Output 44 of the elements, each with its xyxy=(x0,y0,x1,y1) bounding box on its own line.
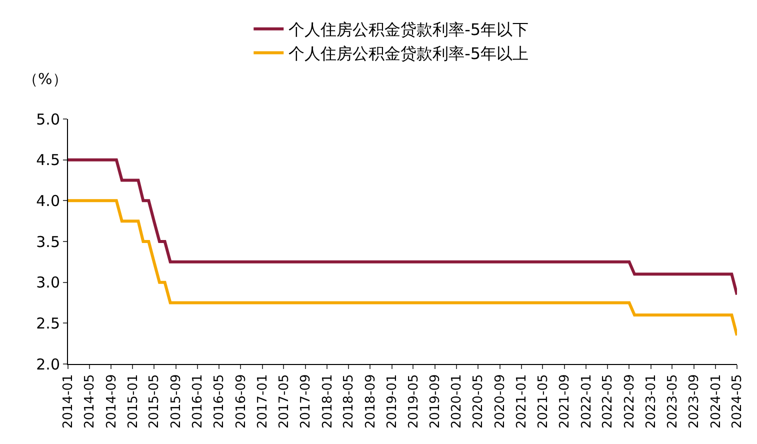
x-tick-label: 2015-05 xyxy=(147,374,162,429)
x-tick-label: 2021-01 xyxy=(514,374,530,429)
x-tick-label: 2018-05 xyxy=(342,374,357,429)
x-tick-label: 2017-09 xyxy=(298,374,314,429)
x-tick-label: 2024-05 xyxy=(730,374,746,429)
x-tick-label: 2023-05 xyxy=(665,374,680,429)
y-tick-label: 5.0 xyxy=(36,110,60,128)
y-tick-label: 4.0 xyxy=(36,192,60,210)
x-tick-label: 2019-05 xyxy=(406,374,422,429)
x-tick-label: 2024-01 xyxy=(708,374,724,429)
y-tick-label: 2.0 xyxy=(36,355,60,374)
y-tick-label: 4.5 xyxy=(36,151,60,170)
x-tick-label: 2016-09 xyxy=(234,374,249,429)
y-tick-label: 3.5 xyxy=(36,232,60,251)
x-tick-label: 2022-05 xyxy=(600,374,616,429)
x-tick-label: 2019-01 xyxy=(384,374,400,429)
x-tick-label: 2019-09 xyxy=(428,374,444,429)
x-tick-label: 2018-09 xyxy=(363,374,378,429)
x-tick-label: 2023-09 xyxy=(687,374,702,429)
legend-label: 个人住房公积金贷款利率-5年以下 xyxy=(288,20,529,40)
x-tick-label: 2022-09 xyxy=(622,374,638,429)
x-tick-label: 2016-05 xyxy=(212,374,228,429)
x-tick-label: 2022-01 xyxy=(579,374,594,429)
x-tick-label: 2017-05 xyxy=(276,374,292,429)
x-tick-label: 2015-09 xyxy=(169,374,184,429)
x-tick-label: 2014-09 xyxy=(104,374,120,429)
x-tick-label: 2023-01 xyxy=(644,374,660,429)
x-tick-label: 2016-01 xyxy=(190,374,206,429)
x-tick-label: 2021-05 xyxy=(536,374,551,429)
x-tick-label: 2020-05 xyxy=(471,374,486,429)
x-tick-label: 2020-09 xyxy=(492,374,508,429)
x-tick-label: 2014-05 xyxy=(82,374,98,429)
x-tick-label: 2021-09 xyxy=(558,374,573,429)
y-axis-title: （%） xyxy=(23,70,68,88)
x-tick-label: 2014-01 xyxy=(61,374,76,429)
y-tick-label: 3.0 xyxy=(36,274,60,292)
legend-label: 个人住房公积金贷款利率-5年以上 xyxy=(288,44,529,63)
line-series xyxy=(68,158,737,296)
line-series xyxy=(68,199,737,337)
x-tick-label: 2018-01 xyxy=(320,374,336,429)
y-tick-label: 2.5 xyxy=(36,314,60,332)
x-tick-label: 2020-01 xyxy=(450,374,465,429)
x-tick-label: 2015-01 xyxy=(126,374,141,429)
x-tick-label: 2017-01 xyxy=(256,374,271,429)
